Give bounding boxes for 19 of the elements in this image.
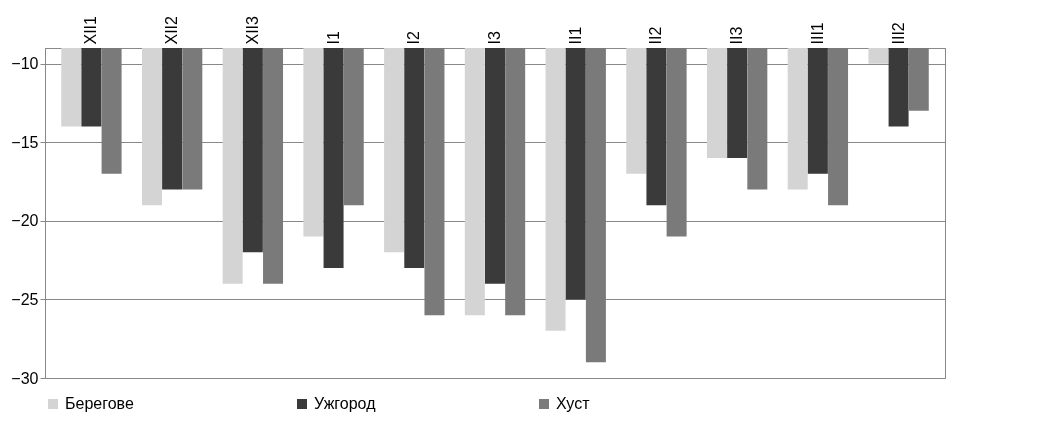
x-tick-label: III1 [808, 22, 826, 45]
x-tick-label: I2 [405, 31, 423, 45]
legend-label: Берегове [65, 395, 134, 412]
legend-label: Ужгород [314, 395, 377, 412]
y-tick-label: −20 [11, 212, 39, 230]
y-tick-label: −30 [11, 369, 39, 387]
legend-label: Хуст [556, 395, 591, 412]
x-tick-label: III2 [889, 22, 907, 45]
x-tick-label: I3 [486, 31, 503, 45]
x-tick-label: II1 [566, 26, 584, 45]
x-tick-label: XII2 [163, 15, 181, 45]
x-tick-label: I1 [324, 31, 342, 45]
y-tick-label: −25 [11, 290, 39, 308]
x-tick-label: XII1 [82, 15, 100, 45]
x-tick-label: XII3 [243, 15, 261, 45]
x-tick-label: II3 [728, 26, 746, 45]
y-tick-label: −10 [11, 55, 39, 73]
x-tick-label: II2 [647, 26, 665, 45]
y-tick-label: −15 [11, 133, 39, 151]
